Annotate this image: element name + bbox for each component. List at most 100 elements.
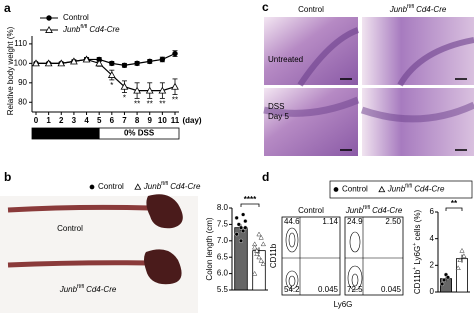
marker [82, 55, 91, 63]
histology-images [263, 17, 474, 156]
x-tick-label: 6 [110, 116, 115, 125]
data-point [241, 228, 246, 234]
plot-title: Control [298, 206, 324, 215]
data-point [252, 270, 258, 276]
text-part: Junb [59, 285, 78, 294]
significance: ** [147, 99, 153, 108]
text-part: Cd4-Cre [170, 182, 201, 191]
photo-label: Junbfl/fl Cd4-Cre [59, 284, 117, 294]
x-tick-label: 10 [158, 116, 167, 125]
marker [32, 59, 40, 67]
marker [44, 59, 53, 67]
bar [234, 227, 248, 291]
legend-label: Junbfl/fl Cd4-Cre [387, 184, 445, 194]
marker [70, 57, 78, 65]
data-point [252, 244, 258, 250]
quadrant-value: 2.50 [385, 217, 401, 226]
marker [145, 86, 154, 94]
data-point [236, 222, 241, 227]
text-part: fl/fl [405, 184, 412, 190]
column-label: Control [298, 5, 324, 14]
x-axis-label: (day) [182, 116, 201, 125]
treatment-label: 0% DSS [124, 129, 155, 138]
text-part: Cd4-Cre [414, 185, 445, 194]
marker [121, 62, 128, 69]
data-point [260, 261, 266, 266]
y-tick-label: 90 [18, 78, 27, 87]
legend-marker [89, 184, 95, 190]
treatment-label: 2.0% DSS [47, 129, 85, 138]
bar [455, 258, 468, 293]
significance: **** [244, 195, 257, 204]
data-point [455, 265, 461, 270]
y-axis-label: Colon length (cm) [205, 217, 214, 280]
data-point [256, 231, 262, 237]
text-part: Ly6G [413, 246, 422, 265]
quadrant-value: 44.6 [284, 217, 300, 226]
x-tick-label: 1 [46, 116, 51, 125]
y-tick-label: 2 [430, 260, 435, 269]
y-tick-label: 100 [14, 58, 28, 67]
data-point [254, 251, 260, 256]
data-point [258, 257, 264, 263]
panel-label: a [4, 1, 11, 15]
data-point [258, 234, 264, 240]
data-point [234, 232, 239, 237]
marker [95, 59, 104, 67]
data-point [256, 254, 262, 260]
legend-label: Control [342, 185, 368, 194]
text-part: Cd4-Cre [89, 25, 120, 34]
text-part: Junb [389, 5, 408, 14]
data-point [254, 248, 260, 253]
text-part: fl/fl [77, 284, 84, 290]
y-tick-label: 6 [430, 207, 435, 216]
quadrant-value: 0.045 [381, 285, 402, 294]
text-part: fl/fl [407, 4, 414, 10]
panel-label: d [262, 170, 269, 184]
y-tick-label: 6.5 [217, 252, 229, 261]
significance: ** [159, 99, 165, 108]
data-point [461, 253, 467, 258]
x-tick-label: 2 [59, 116, 64, 125]
y-tick-label: 80 [18, 97, 27, 106]
significance-bracket [445, 207, 463, 211]
panel-label: b [4, 170, 11, 184]
x-tick-label: 4 [84, 116, 89, 125]
marker [133, 86, 141, 94]
treatment-bar [98, 127, 180, 140]
quadrant-value: 0.045 [318, 285, 339, 294]
marker [120, 82, 129, 90]
legend-marker [45, 25, 53, 33]
x-tick-label: 0 [34, 116, 39, 125]
row-label: DSS [268, 102, 284, 111]
significance: ** [134, 99, 140, 108]
text-part: cells (%) [413, 210, 422, 241]
text-part: Junb [345, 206, 364, 215]
legend-label: Junbfl/fl Cd4-Cre [62, 24, 120, 34]
y-tick-label: 0 [430, 287, 435, 296]
data-point [260, 241, 266, 247]
marker [158, 86, 167, 94]
y-axis-label: CD11b+Ly6G+cells (%) [412, 210, 422, 295]
text-part: Cd4-Cre [372, 206, 403, 215]
x-tick-label: 9 [148, 116, 153, 125]
marker [172, 50, 178, 57]
flow-y-label: CD11b [269, 243, 278, 268]
text-part: + [412, 243, 418, 246]
y-tick-label: 7.5 [217, 220, 229, 229]
data-point [241, 212, 246, 217]
data-point [238, 225, 244, 230]
text-part: + [412, 267, 418, 270]
legend-label: Control [63, 13, 89, 22]
y-axis-label: Relative body weight (%) [6, 26, 15, 115]
legend-marker [378, 185, 386, 193]
marker [134, 60, 140, 67]
legend-box [329, 180, 473, 199]
text-part: fl/fl [161, 181, 168, 187]
legend-marker [46, 15, 52, 21]
significance: ** [172, 96, 178, 105]
row-label: Untreated [268, 55, 303, 64]
data-point [243, 219, 248, 224]
y-tick-label: 6.0 [217, 269, 229, 278]
text-part: Junb [143, 182, 162, 191]
